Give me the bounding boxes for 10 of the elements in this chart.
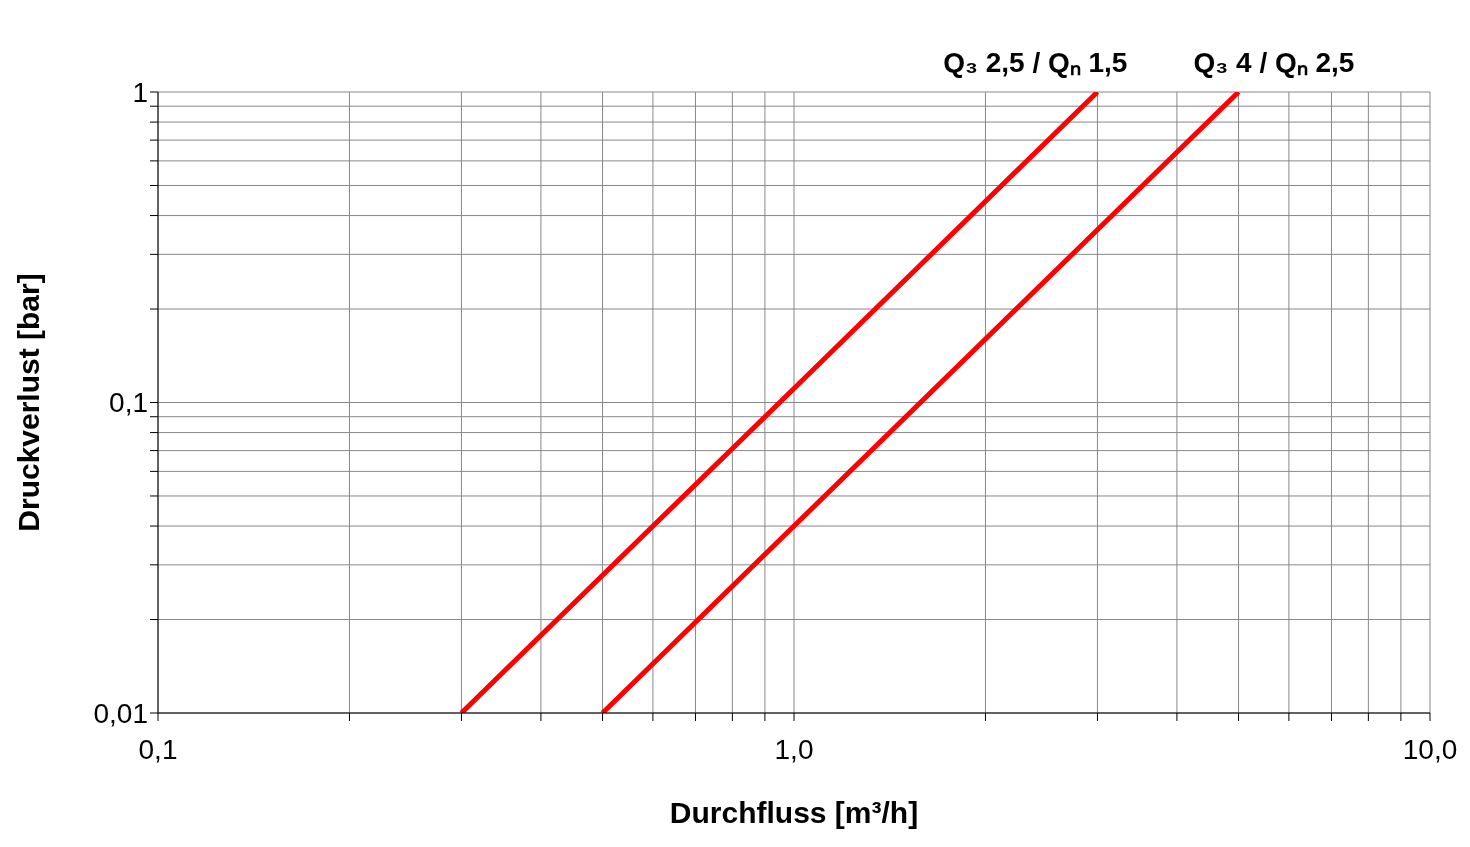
series-label: Q₃ 2,5 / Qₙ 1,5 <box>943 47 1128 78</box>
x-tick-label: 10,0 <box>1402 733 1458 765</box>
y-tick-label: 0,1 <box>109 387 148 419</box>
x-tick-label: 1,0 <box>774 733 814 765</box>
y-tick-label: 1 <box>132 76 148 108</box>
series-label: Q₃ 4 / Qₙ 2,5 <box>1193 47 1355 78</box>
x-tick-label: 0,1 <box>138 733 178 765</box>
y-tick-label: 0,01 <box>93 697 148 729</box>
x-axis-title: Durchfluss [m³/h] <box>669 796 919 829</box>
y-axis-title: Druckverlust [bar] <box>11 273 45 532</box>
